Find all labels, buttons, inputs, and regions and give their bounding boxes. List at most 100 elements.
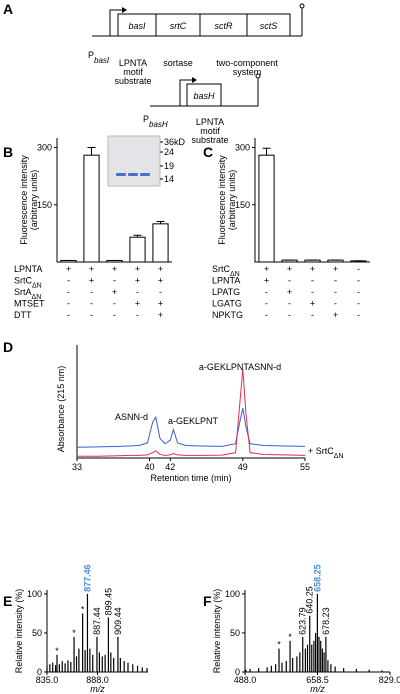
condition-sign: - (334, 276, 337, 286)
condition-sign: + (310, 299, 315, 309)
condition-sign: - (334, 299, 337, 309)
panel-letter: C (203, 144, 213, 160)
x-tick-label: 829.0 (379, 675, 400, 685)
peak-marker: * (55, 646, 59, 656)
annotation-main: + SrtC (308, 446, 334, 456)
y-tick-label: 50 (230, 628, 240, 638)
condition-sign: - (136, 287, 139, 297)
gene-note: LPNTA (119, 58, 147, 68)
condition-sign: - (113, 276, 116, 286)
condition-sign: + (89, 276, 94, 286)
y-axis-label: (arbitrary units) (29, 170, 39, 231)
condition-sign: + (135, 264, 140, 274)
row-label: SrtCΔN (212, 264, 240, 278)
x-tick-label: 40 (145, 462, 155, 472)
condition-sign: - (90, 287, 93, 297)
condition-sign: + (158, 276, 163, 286)
bar (258, 154, 275, 263)
y-axis-label: Relative intensity (%) (14, 589, 24, 674)
x-tick-label: 33 (72, 462, 82, 472)
condition-sign: + (66, 264, 71, 274)
error-bar (156, 221, 165, 224)
gene-box (186, 83, 222, 107)
condition-sign: - (311, 276, 314, 286)
condition-sign: - (288, 276, 291, 286)
annotation-main: ASNN-d (115, 412, 148, 422)
condition-sign: - (136, 310, 139, 320)
x-axis-label: Retention time (min) (150, 473, 231, 483)
row-label-main: LGATG (212, 299, 242, 309)
x-tick-label: 42 (165, 462, 175, 472)
condition-sign: - (113, 310, 116, 320)
row-label-main: LPNTA (14, 264, 42, 274)
y-tick-label: 150 (37, 200, 52, 210)
row-label: LGATG (212, 299, 242, 309)
condition-sign: + (333, 264, 338, 274)
y-tick-label: 100 (225, 589, 240, 599)
row-label: SrtCΔN (14, 276, 42, 290)
condition-sign: - (357, 310, 360, 320)
condition-sign: + (287, 287, 292, 297)
row-label-main: DTT (14, 310, 32, 320)
peak-label: 623.79 (298, 607, 308, 635)
panel-letter: A (3, 1, 13, 17)
gene-note: substrate (191, 135, 228, 145)
error-bar (87, 147, 96, 156)
peak-label: 899.45 (103, 588, 113, 616)
terminator-head (255, 73, 261, 79)
gel-marker-label: 14 (164, 174, 174, 184)
condition-sign: - (357, 276, 360, 286)
row-label-sub: ΔN (230, 271, 240, 278)
peak-marker: * (72, 628, 76, 638)
error-bar (262, 147, 271, 156)
condition-sign: - (265, 310, 268, 320)
gene-name: sctR (215, 21, 234, 31)
condition-sign: - (334, 287, 337, 297)
gene-note: two-component (216, 58, 278, 68)
row-label: LPATG (212, 287, 240, 297)
condition-sign: + (333, 310, 338, 320)
row-label: LPNTA (212, 276, 240, 286)
gene-note: LPNTA (196, 117, 224, 127)
row-label: LPNTA (14, 264, 42, 274)
gene-name: sctS (260, 21, 278, 31)
x-tick-label: 49 (238, 462, 248, 472)
condition-sign: - (67, 310, 70, 320)
row-label: MTSET (14, 299, 45, 309)
error-bar (133, 234, 142, 238)
gel-marker-label: 36kD (164, 137, 186, 147)
y-axis-label: (arbitrary units) (227, 170, 237, 231)
row-label-main: SrtC (212, 264, 231, 274)
peak-label: 909.44 (113, 607, 123, 635)
y-tick-label: 0 (235, 667, 240, 677)
x-tick-label: 658.5 (306, 675, 329, 685)
promoter-label: PbasI (88, 50, 110, 65)
y-tick-label: 100 (27, 589, 42, 599)
panel-letter: D (3, 339, 13, 355)
gene-note: system (233, 67, 262, 77)
condition-sign: + (112, 287, 117, 297)
row-label: DTT (14, 310, 32, 320)
panel-letter: E (3, 593, 12, 609)
x-tick-label: 835.0 (36, 675, 59, 685)
annotation: a-GEKLPNT (168, 416, 219, 426)
y-axis-label: Absorbance (215 nm) (56, 366, 66, 453)
condition-sign: - (67, 276, 70, 286)
gel-image (107, 135, 161, 187)
peak-marker: * (277, 640, 281, 650)
promoter-p: P (88, 50, 94, 60)
peak-marker: * (288, 632, 292, 642)
condition-sign: + (135, 299, 140, 309)
peak-label: 678.23 (321, 607, 331, 635)
condition-sign: + (158, 299, 163, 309)
condition-sign: + (135, 276, 140, 286)
condition-sign: - (357, 264, 360, 274)
promoter-sub: basH (149, 120, 168, 129)
y-axis-label: Relative intensity (%) (212, 589, 222, 674)
condition-sign: - (113, 299, 116, 309)
condition-sign: - (67, 287, 70, 297)
condition-sign: - (357, 299, 360, 309)
condition-sign: - (265, 287, 268, 297)
condition-sign: - (159, 287, 162, 297)
